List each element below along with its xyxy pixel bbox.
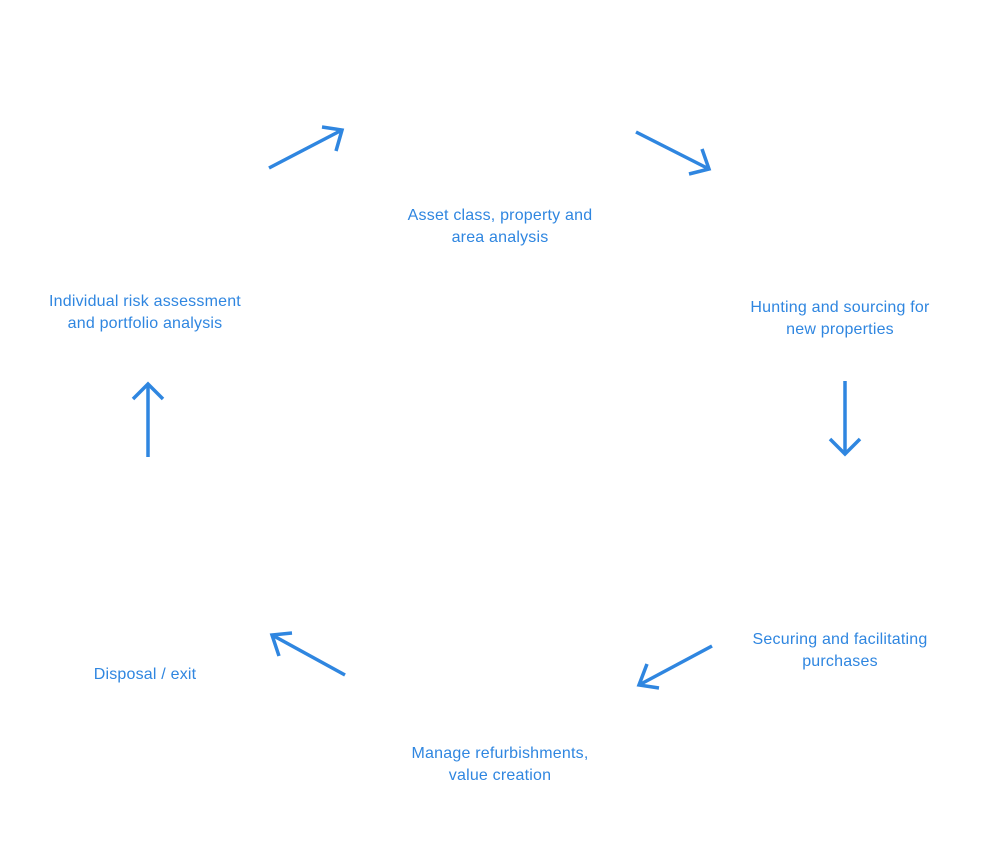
arrow-down-right-icon xyxy=(635,130,712,176)
step-label-line: Asset class, property and xyxy=(407,207,593,224)
step-label-line: Individual risk assessment xyxy=(49,293,241,310)
step-label-line: Disposal / exit xyxy=(93,666,197,683)
step-asset-analysis-label: Asset class, property and area analysis xyxy=(380,205,620,249)
step-hunting-sourcing-label: Hunting and sourcing for new properties xyxy=(720,297,960,341)
arrow-down-left-icon xyxy=(636,644,713,690)
step-label-line: and portfolio analysis xyxy=(67,315,223,332)
step-label-line: value creation xyxy=(448,767,552,784)
step-label-line: area analysis xyxy=(451,229,549,246)
step-disposal-exit-label: Disposal / exit xyxy=(25,664,265,686)
arrow-down-icon xyxy=(828,381,862,457)
step-label-line: Manage refurbishments, xyxy=(411,745,589,762)
step-manage-refurbishments-label: Manage refurbishments, value creation xyxy=(380,743,620,787)
step-label-line: Hunting and sourcing for xyxy=(750,299,930,316)
step-label-line: new properties xyxy=(786,321,894,338)
step-risk-portfolio-label: Individual risk assessment and portfolio… xyxy=(25,291,265,335)
step-label-line: purchases xyxy=(802,653,878,670)
arrow-up-icon xyxy=(131,381,165,457)
step-label-line: Securing and facilitating xyxy=(752,631,928,648)
step-securing-purchases-label: Securing and facilitating purchases xyxy=(720,629,960,673)
arrow-up-left-icon xyxy=(269,631,346,677)
arrow-up-right-icon xyxy=(268,125,345,170)
